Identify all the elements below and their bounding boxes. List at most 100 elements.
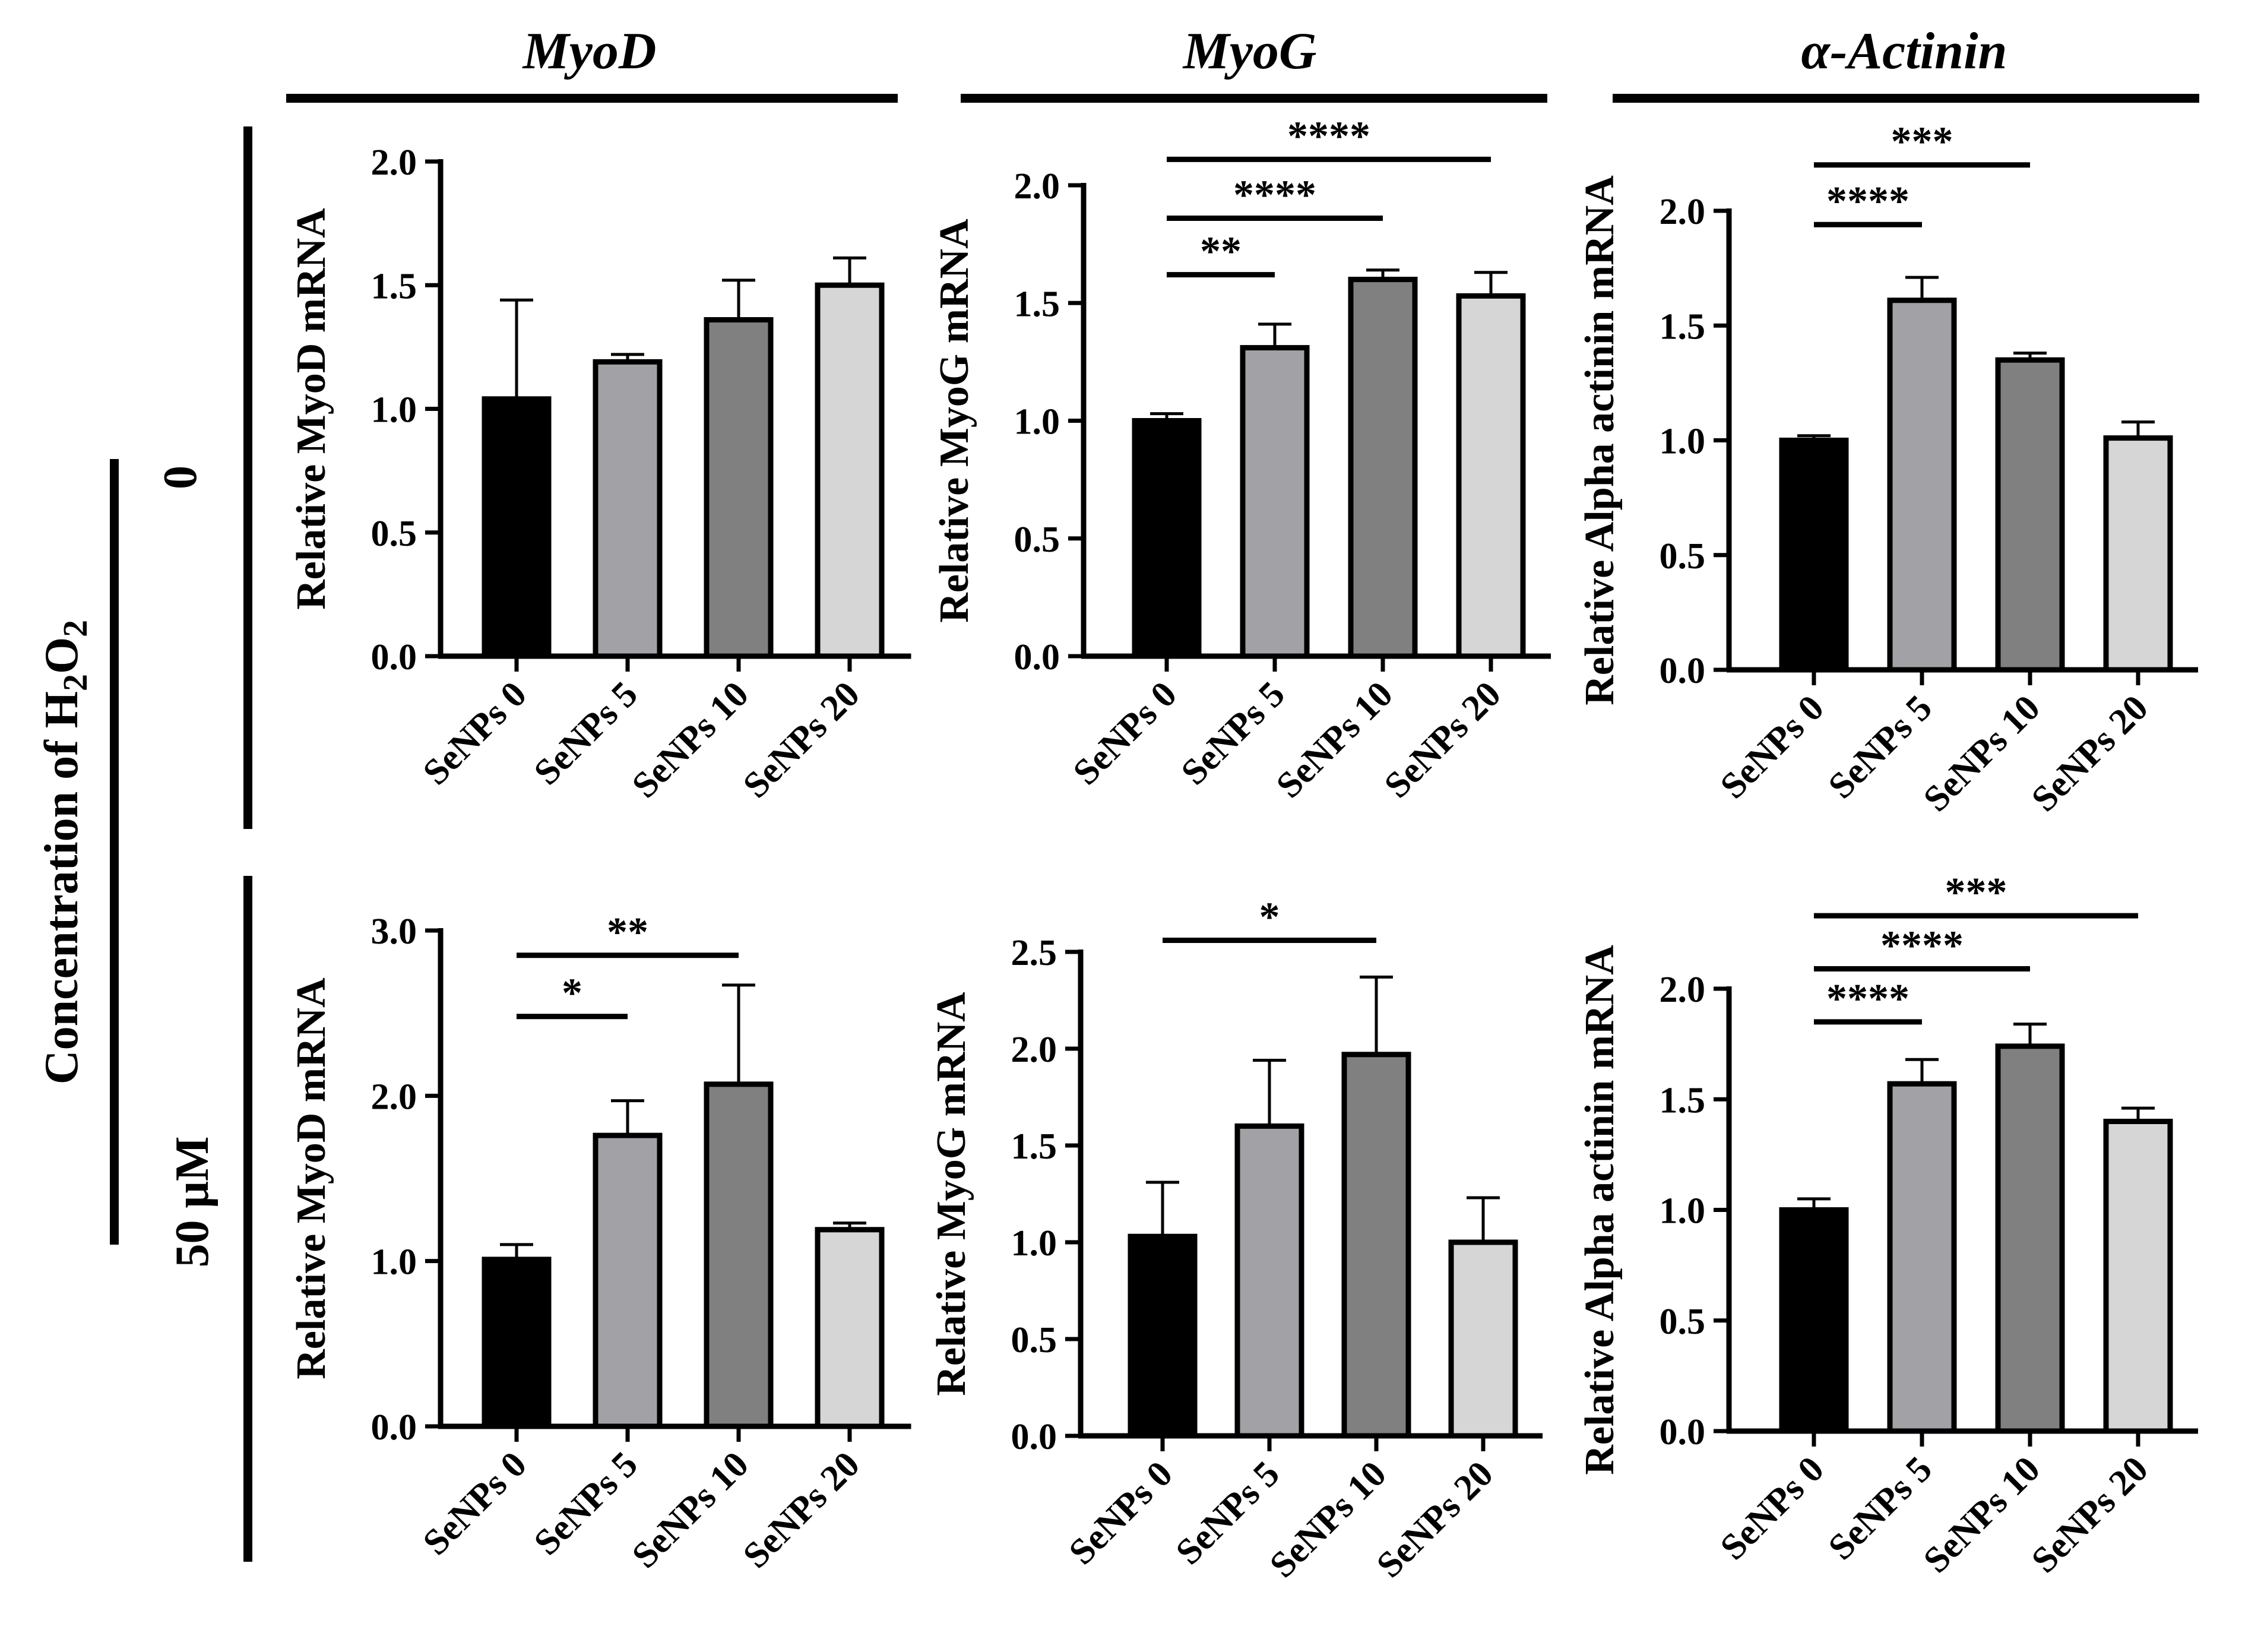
row-group-label-sub1: 2 (56, 674, 94, 691)
x-tick-label: SeNPs 20 (2024, 1449, 2156, 1581)
significance-label: ** (607, 910, 648, 955)
y-tick-label: 2.0 (371, 143, 417, 183)
x-tick-label: SeNPs 20 (1369, 1454, 1501, 1585)
y-tick-label: 1.5 (1660, 306, 1706, 347)
x-tick-label: SeNPs 0 (416, 674, 534, 793)
y-tick-label: 1.5 (1011, 1126, 1057, 1167)
x-tick-label: SeNPs 10 (1916, 1449, 2048, 1581)
bar-4 (815, 1227, 885, 1429)
bar-2 (1887, 1081, 1957, 1434)
bar-3 (1348, 277, 1418, 659)
significance-label: **** (1826, 976, 1910, 1022)
x-tick-label: SeNPs 0 (416, 1444, 534, 1563)
y-tick-label: 1.0 (371, 1242, 417, 1283)
column-bar-myod (286, 94, 898, 103)
significance-label: **** (1233, 173, 1316, 219)
bar-4 (815, 282, 885, 659)
row-label-50: 50 μM (166, 1137, 218, 1268)
bar-2 (1240, 345, 1310, 659)
bar-4 (1448, 1239, 1518, 1439)
panel-actinin-0: 0.0 0.5 1.0 1.5 2.0 Relative Alpha actinin mR… (1577, 119, 2198, 819)
y-tick-label: 1.0 (1660, 422, 1706, 462)
significance-label: *** (1945, 870, 2007, 916)
row-bar-0 (243, 126, 252, 829)
column-bar-myog (961, 94, 1547, 103)
y-tick-label: 0.0 (1011, 1417, 1057, 1457)
x-tick-label: SeNPs 0 (1713, 688, 1832, 806)
significance-label: **** (1826, 179, 1910, 224)
row-bar-50 (243, 876, 252, 1562)
y-axis-label: Relative MyoD mRNA (289, 208, 334, 610)
y-tick-label: 2.0 (371, 1077, 417, 1117)
row-group-bar (110, 459, 119, 1245)
x-tick-label: SeNPs 10 (1262, 1454, 1394, 1585)
bar-2 (1234, 1123, 1304, 1439)
y-tick-label: 0.5 (1011, 1320, 1057, 1360)
x-tick-label: SeNPs 10 (625, 674, 756, 806)
bar-4 (2103, 435, 2173, 673)
x-tick-label: SeNPs 20 (1377, 674, 1509, 806)
bar-3 (704, 317, 774, 659)
row-group-label: Concentration of H2O2 (36, 620, 94, 1084)
significance-label: *** (1891, 119, 1953, 165)
bar-1 (482, 396, 552, 659)
y-tick-label: 0.0 (1660, 1412, 1706, 1452)
panel-myod-0: 0.0 0.5 1.0 1.5 2.0 Relative MyoD mRNA SeNPs 0… (289, 143, 911, 806)
y-axis-label: Relative MyoD mRNA (289, 977, 334, 1379)
y-axis-label: Relative Alpha actinin mRNA (1577, 175, 1623, 705)
bar-2 (593, 359, 663, 659)
row-group-label-o: O (36, 637, 88, 674)
x-tick-label: SeNPs 0 (1713, 1449, 1832, 1568)
y-tick-label: 1.0 (371, 390, 417, 431)
y-axis-label: Relative MyoG mRNA (929, 992, 974, 1396)
x-tick-label: SeNPs 10 (1916, 688, 2048, 819)
column-title-actinin: α-Actinin (1801, 23, 2007, 80)
y-tick-label: 1.5 (1014, 284, 1060, 324)
y-axis-label: Relative MyoG mRNA (932, 219, 977, 623)
bar-1 (1128, 1233, 1198, 1439)
x-tick-label: SeNPs 10 (625, 1444, 756, 1576)
column-title-myod: MyoD (522, 23, 657, 80)
significance-label: * (562, 971, 582, 1017)
y-tick-label: 0.5 (1660, 536, 1706, 577)
panel-myog-0: 0.0 0.5 1.0 1.5 2.0 Relative MyoG mRNA SeNPs 0… (932, 113, 1551, 806)
x-tick-label: SeNPs 20 (2024, 688, 2156, 819)
bar-3 (1995, 1043, 2065, 1434)
bar-4 (2103, 1119, 2173, 1434)
bar-3 (1995, 357, 2065, 673)
row-label-0: 0 (154, 466, 207, 489)
significance-label: **** (1880, 923, 1964, 969)
bar-2 (1887, 298, 1957, 673)
bar-1 (1779, 438, 1849, 673)
y-tick-label: 0.0 (371, 1407, 417, 1448)
y-tick-label: 0.5 (1014, 520, 1060, 560)
bar-4 (1456, 293, 1526, 659)
bar-1 (1779, 1207, 1849, 1434)
row-group-label-sub2: 2 (56, 620, 94, 637)
x-tick-label: SeNPs 0 (1066, 674, 1185, 793)
y-tick-label: 0.5 (1660, 1302, 1706, 1342)
y-axis-label: Relative Alpha actinin mRNA (1577, 945, 1623, 1475)
x-tick-label: SeNPs 20 (736, 1444, 867, 1576)
y-tick-label: 1.0 (1014, 402, 1060, 442)
column-bar-actinin (1613, 94, 2199, 103)
significance-label: ** (1200, 229, 1242, 275)
bar-2 (593, 1132, 663, 1429)
panel-actinin-50: 0.0 0.5 1.0 1.5 2.0 Relative Alpha actinin mR… (1577, 870, 2198, 1581)
y-tick-label: 2.0 (1011, 1030, 1057, 1070)
y-tick-label: 3.0 (371, 912, 417, 952)
panel-myod-50: 0.0 1.0 2.0 3.0 Relative MyoD mRNA SeNPs 0 SeN… (289, 910, 911, 1576)
column-title-myog: MyoG (1182, 23, 1317, 80)
x-tick-label: SeNPs 10 (1269, 674, 1401, 806)
y-tick-label: 1.5 (1660, 1080, 1706, 1121)
bar-1 (1132, 418, 1202, 659)
significance-label: **** (1287, 113, 1370, 159)
x-tick-label: SeNPs 20 (736, 674, 867, 806)
y-tick-label: 1.5 (371, 266, 417, 306)
bar-1 (482, 1257, 552, 1429)
significance-label: * (1259, 894, 1280, 940)
bar-3 (704, 1081, 774, 1429)
y-tick-label: 0.0 (371, 637, 417, 678)
